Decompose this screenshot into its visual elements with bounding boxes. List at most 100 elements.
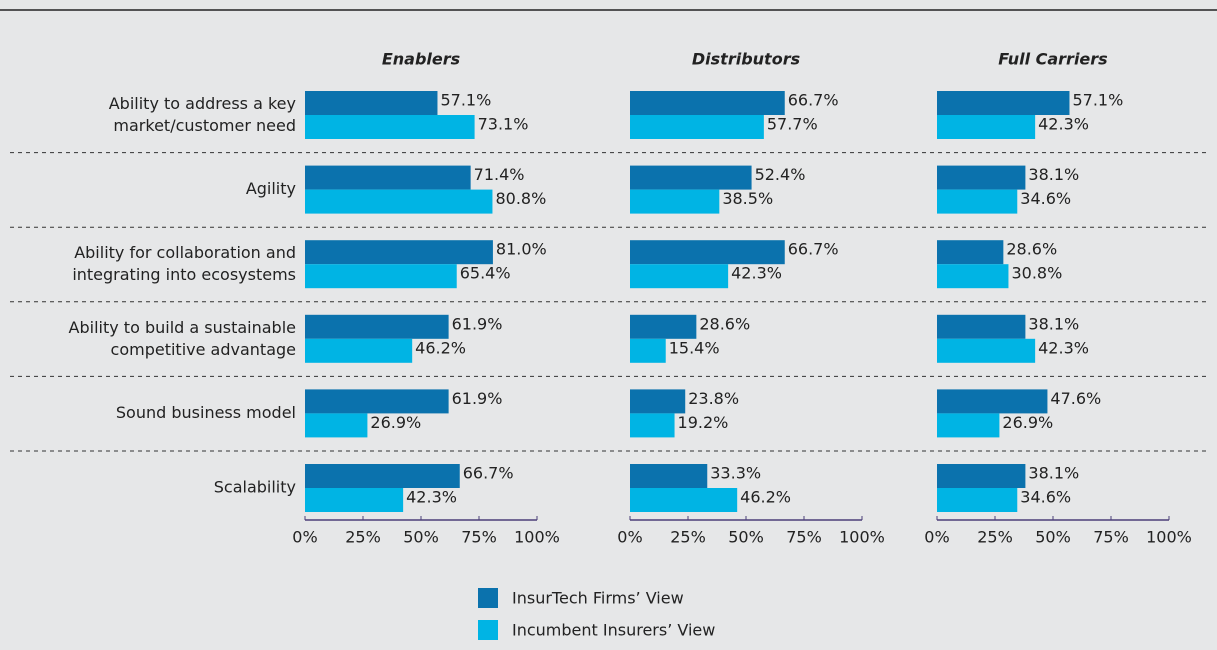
category-label: Ability to address a key market/customer … [109, 94, 296, 135]
panel-title: Full Carriers [998, 50, 1107, 69]
bar [305, 240, 493, 265]
x-tick-label: 100% [839, 528, 885, 547]
category-label: Ability to build a sustainable competitiv… [69, 317, 296, 358]
x-tick-label: 50% [1035, 528, 1071, 547]
x-tick-label: 25% [977, 528, 1013, 547]
bar [630, 314, 697, 339]
bar [305, 115, 475, 139]
bar [937, 115, 1036, 139]
bar [305, 264, 457, 289]
legend-label: InsurTech Firms’ View [512, 589, 684, 608]
value-label: 65.4% [460, 264, 511, 283]
bar [937, 240, 1004, 265]
bar [937, 189, 1018, 214]
legend-label: Incumbent Insurers’ View [512, 621, 715, 640]
x-tick-label: 0% [924, 528, 949, 547]
bar [937, 264, 1009, 289]
value-label: 71.4% [474, 165, 525, 184]
bar [630, 464, 708, 488]
bar [305, 189, 493, 214]
x-tick-label: 50% [403, 528, 439, 547]
bar [937, 91, 1070, 115]
bar [305, 314, 449, 339]
value-label: 26.9% [370, 413, 421, 432]
bar [630, 115, 764, 139]
value-label: 46.2% [415, 338, 466, 357]
value-label: 66.7% [463, 464, 514, 483]
value-label: 61.9% [452, 389, 503, 408]
value-label: 42.3% [1038, 338, 1089, 357]
value-label: 28.6% [1006, 240, 1057, 259]
x-tick-label: 75% [461, 528, 497, 547]
bar [305, 165, 471, 190]
bar [630, 264, 729, 289]
bar [630, 240, 785, 265]
value-label: 57.1% [440, 91, 491, 110]
value-label: 34.6% [1020, 189, 1071, 208]
bar [305, 413, 368, 438]
bar [630, 189, 720, 214]
value-label: 57.1% [1072, 91, 1123, 110]
bar [305, 464, 460, 488]
bar [937, 488, 1018, 512]
x-tick-label: 50% [728, 528, 764, 547]
value-label: 34.6% [1020, 488, 1071, 507]
value-label: 47.6% [1050, 389, 1101, 408]
bar [630, 389, 686, 414]
bar [305, 338, 413, 363]
bar [305, 91, 438, 115]
bar [305, 389, 449, 414]
x-tick-label: 75% [1093, 528, 1129, 547]
x-tick-label: 0% [292, 528, 317, 547]
bar [630, 413, 675, 438]
bar [630, 338, 666, 363]
x-tick-label: 75% [786, 528, 822, 547]
panel-title: Distributors [692, 50, 800, 69]
value-label: 66.7% [788, 91, 839, 110]
value-label: 26.9% [1002, 413, 1053, 432]
bar [630, 91, 785, 115]
value-label: 57.7% [767, 115, 818, 134]
bar [937, 314, 1026, 339]
value-label: 38.1% [1028, 464, 1079, 483]
value-label: 15.4% [669, 338, 720, 357]
value-label: 30.8% [1011, 264, 1062, 283]
bar [305, 488, 404, 512]
bar [937, 338, 1036, 363]
category-label: Scalability [214, 478, 296, 497]
value-label: 42.3% [406, 488, 457, 507]
value-label: 66.7% [788, 240, 839, 259]
category-label: Sound business model [116, 403, 296, 422]
panel-title: Enablers [382, 50, 460, 69]
x-tick-label: 25% [345, 528, 381, 547]
value-label: 42.3% [731, 264, 782, 283]
x-tick-label: 100% [1146, 528, 1192, 547]
bar [937, 389, 1048, 414]
value-label: 28.6% [699, 314, 750, 333]
value-label: 81.0% [496, 240, 547, 259]
value-label: 38.1% [1028, 165, 1079, 184]
value-label: 38.1% [1028, 314, 1079, 333]
bar [630, 488, 738, 512]
value-label: 19.2% [678, 413, 729, 432]
legend-swatch [478, 588, 498, 608]
value-label: 46.2% [740, 488, 791, 507]
bar [630, 165, 752, 190]
value-label: 73.1% [478, 115, 529, 134]
value-label: 33.3% [710, 464, 761, 483]
bar [937, 413, 1000, 438]
value-label: 42.3% [1038, 115, 1089, 134]
x-tick-label: 100% [514, 528, 560, 547]
value-label: 52.4% [755, 165, 806, 184]
category-label: Ability for collaboration and integrating… [72, 243, 296, 284]
value-label: 61.9% [452, 314, 503, 333]
value-label: 23.8% [688, 389, 739, 408]
x-tick-label: 0% [617, 528, 642, 547]
category-label: Agility [246, 179, 296, 198]
value-label: 80.8% [495, 189, 546, 208]
bar [937, 464, 1026, 488]
value-label: 38.5% [722, 189, 773, 208]
x-tick-label: 25% [670, 528, 706, 547]
legend-swatch [478, 620, 498, 640]
